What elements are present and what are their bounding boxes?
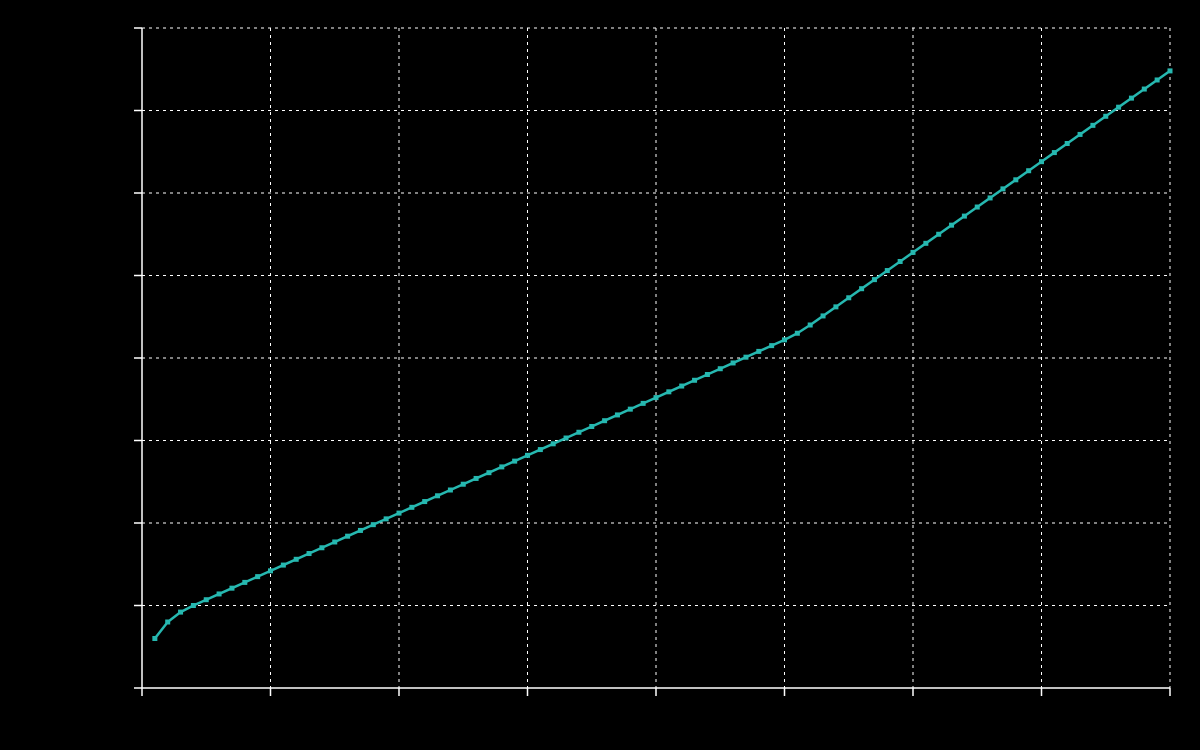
line-chart [0,0,1200,750]
